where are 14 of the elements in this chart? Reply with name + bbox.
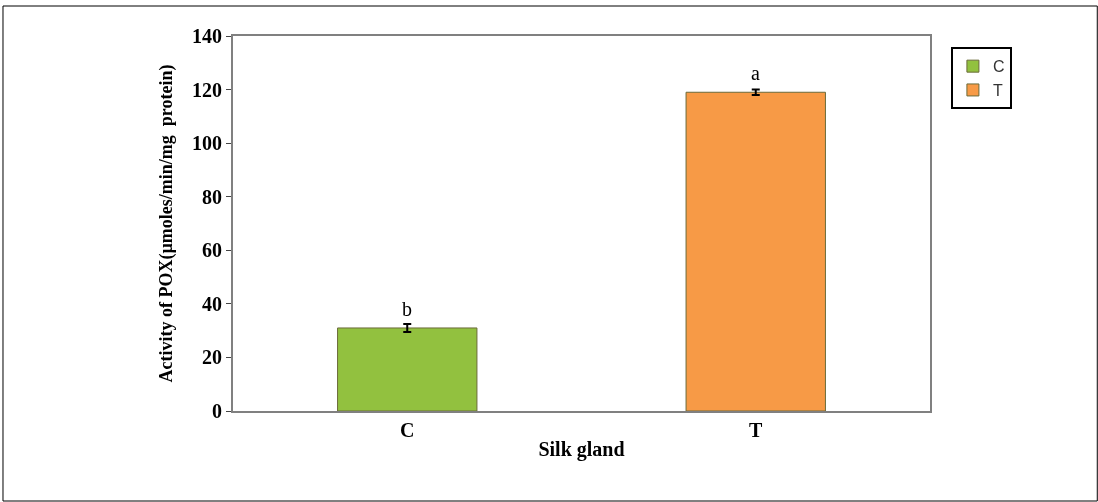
annotation: b	[402, 298, 412, 320]
legend-label: T	[992, 82, 1003, 100]
x-axis-title: Silk gland	[538, 438, 625, 461]
y-tick-label: 40	[202, 292, 222, 315]
y-axis-title: Activity of POX(µmoles/min/mg protein)	[155, 64, 177, 383]
legend-label: C	[992, 58, 1005, 76]
y-tick-label: 0	[212, 400, 222, 422]
y-tick-label: 20	[202, 346, 222, 369]
y-tick-label: 120	[192, 78, 222, 101]
annotation: a	[751, 62, 760, 84]
y-tick-label: 140	[192, 25, 222, 47]
y-tick-label: 60	[202, 239, 222, 262]
y-tick-label: 80	[202, 185, 222, 208]
y-tick-label: 100	[192, 132, 222, 155]
